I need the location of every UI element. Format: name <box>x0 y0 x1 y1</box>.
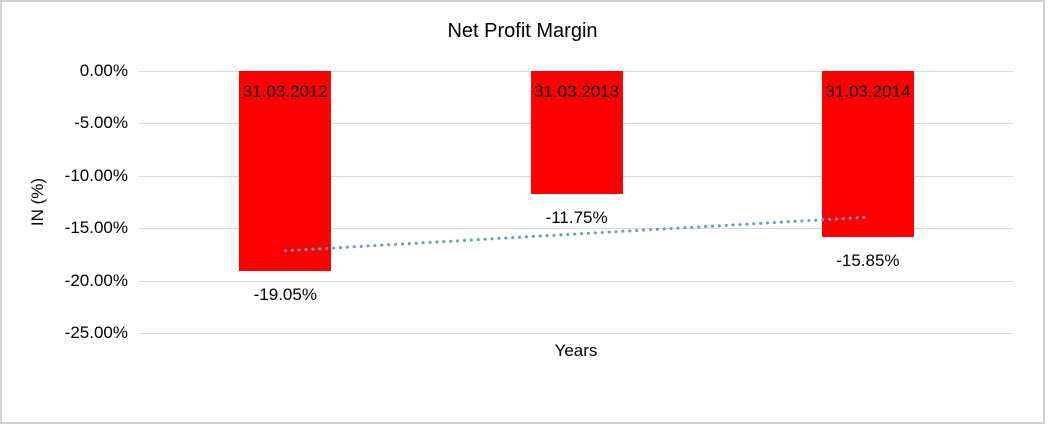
gridline-m20pct <box>139 281 1013 282</box>
bar-2013: 31.03.2013 <box>530 71 623 195</box>
bar-2014: 31.03.2014 <box>821 71 914 238</box>
chart-title: Net Profit Margin <box>447 20 598 42</box>
value-label-2012: -19.05% <box>253 284 317 304</box>
value-label-2013: -11.75% <box>545 208 608 228</box>
bar-2012-category-label: 31.03.2012 <box>242 82 328 101</box>
x-axis-title: Years <box>554 341 598 360</box>
bar-2014-category-label: 31.03.2014 <box>825 82 911 101</box>
ytick-m5: -5.00% <box>74 113 128 132</box>
ytick-m10: -10.00% <box>64 166 128 185</box>
bar-2013-category-label: 31.03.2013 <box>534 82 620 101</box>
gridline-m25pct <box>139 333 1013 334</box>
ytick-0: 0.00% <box>79 61 128 80</box>
y-axis-title: IN (%) <box>28 177 47 227</box>
value-label-2014: -15.85% <box>836 251 900 271</box>
ytick-m15: -15.00% <box>64 218 128 237</box>
ytick-m20: -20.00% <box>64 271 128 290</box>
ytick-m25: -25.00% <box>64 323 128 342</box>
bar-2012: 31.03.2012 <box>239 71 332 271</box>
